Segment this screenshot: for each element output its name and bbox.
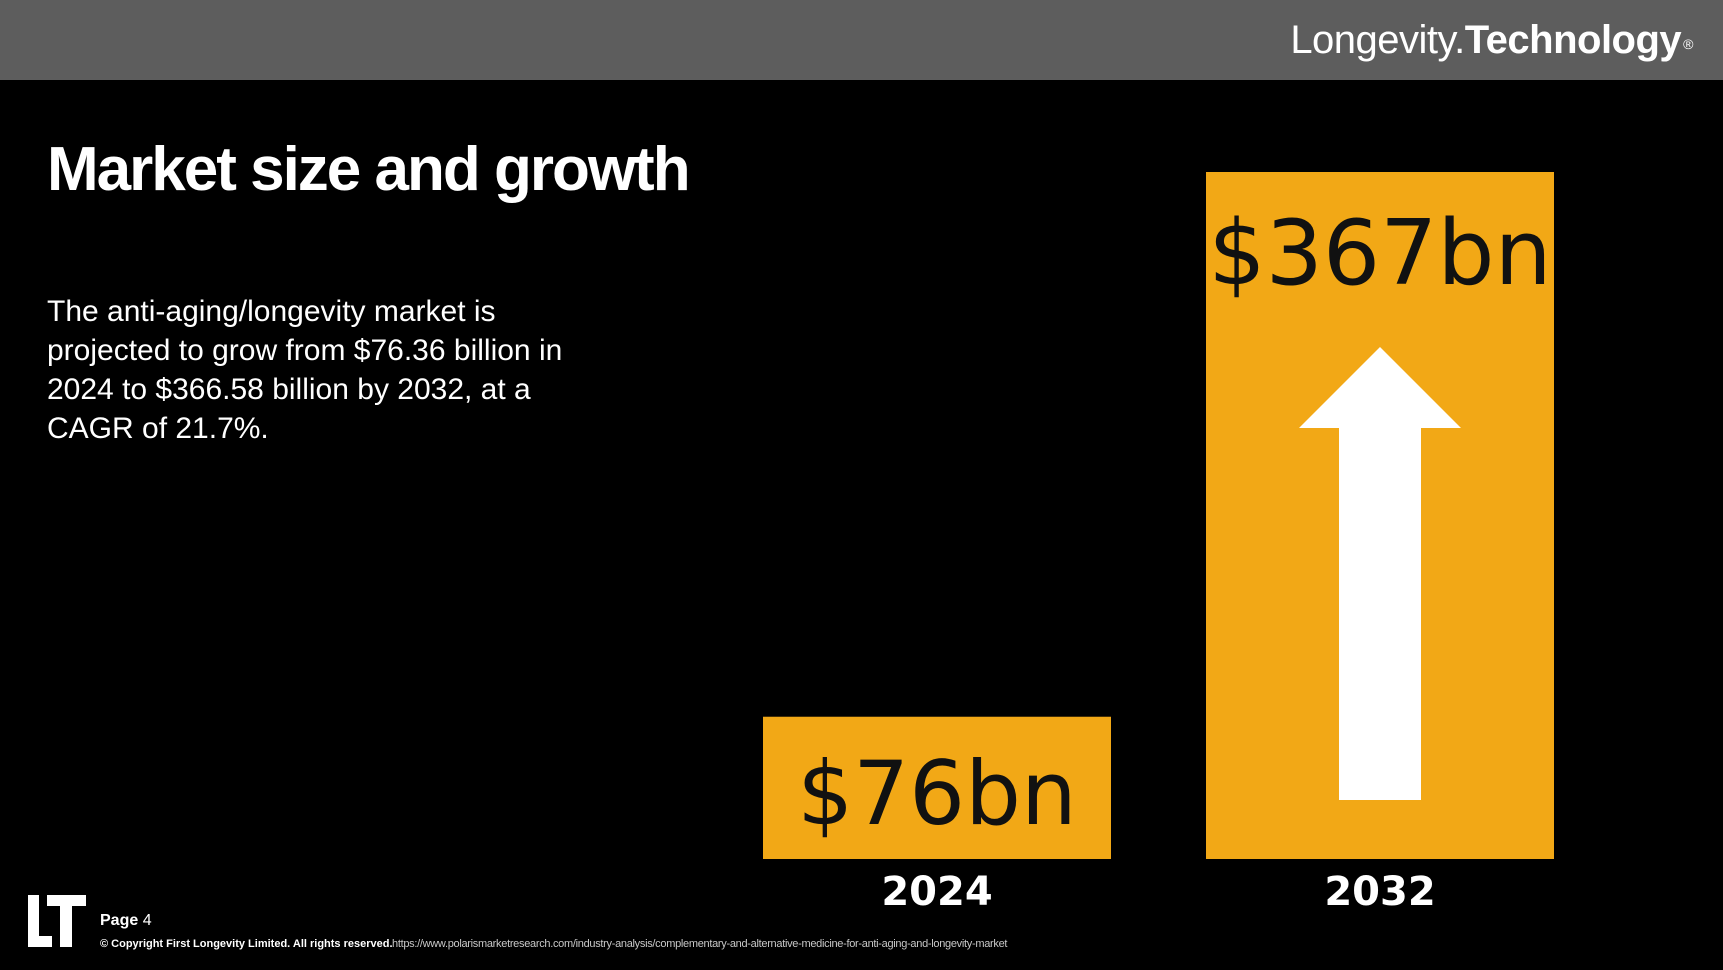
lt-logo-icon [28, 895, 86, 947]
copyright-text: © Copyright First Longevity Limited. All… [100, 938, 393, 950]
registered-mark: ® [1683, 36, 1693, 52]
page-number: 4 [142, 912, 152, 929]
source-url: https://www.polarismarketresearch.com/in… [392, 938, 1008, 950]
x-tick-label-2032: 2032 [1324, 869, 1435, 915]
data-label-2024: $76bn [797, 742, 1077, 845]
page-indicator: Page 4 [100, 912, 152, 929]
slide-title: Market size and growth [47, 135, 691, 204]
header-bar: Longevity.Technology ® [0, 0, 1723, 80]
slide-description: The anti-aging/longevity market is proje… [47, 295, 563, 445]
bar-2024 [763, 716, 1111, 859]
x-tick-label-2024: 2024 [881, 869, 992, 915]
growth-arrow-icon [1299, 347, 1461, 800]
data-label-2032: $367bn [1208, 201, 1551, 306]
brand-logo: Longevity.Technology ® [1290, 18, 1693, 62]
